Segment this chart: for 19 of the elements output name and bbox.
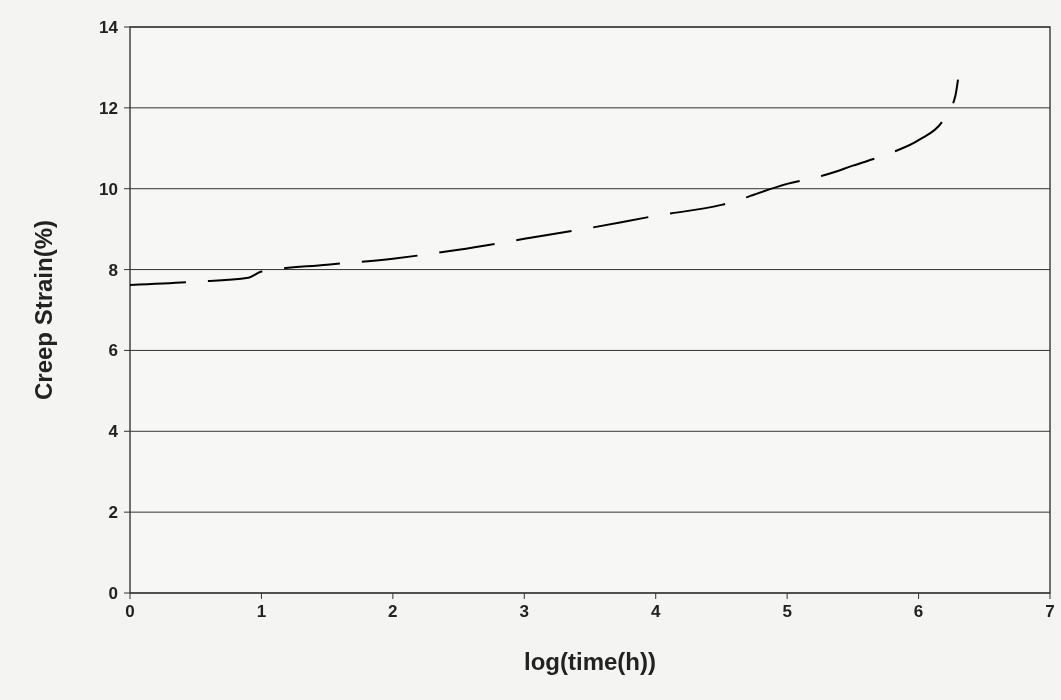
line-series <box>129 78 959 286</box>
x-tick-label: 7 <box>1045 602 1055 621</box>
x-tick-label: 3 <box>519 602 530 621</box>
x-tick-label: 4 <box>650 602 661 621</box>
x-tick-label: 6 <box>913 602 924 621</box>
x-tick-label: 0 <box>125 602 135 621</box>
x-tick-label: 5 <box>782 602 792 621</box>
y-tick-label: 6 <box>108 341 118 361</box>
x-tick-label: 1 <box>256 602 267 621</box>
x-tick-label: 2 <box>388 602 398 621</box>
x-axis-title: log(time(h)) <box>524 648 656 675</box>
y-tick-label: 10 <box>99 179 118 199</box>
y-tick-label: 12 <box>99 98 118 118</box>
y-tick-label: 8 <box>108 260 118 280</box>
y-axis-title: Creep Strain(%) <box>30 219 57 401</box>
y-tick-label: 0 <box>108 584 118 603</box>
y-tick-label: 14 <box>99 18 119 37</box>
y-tick-label: 4 <box>108 422 119 442</box>
y-tick-label: 2 <box>108 503 118 523</box>
